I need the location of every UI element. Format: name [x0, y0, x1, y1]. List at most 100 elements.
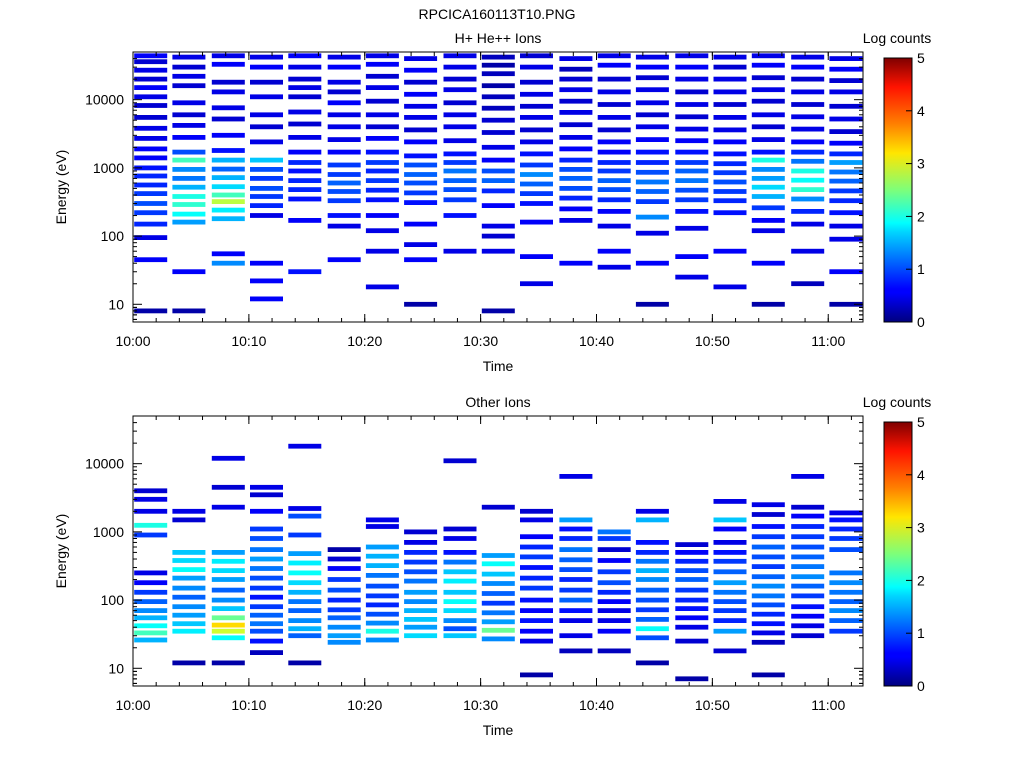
heatmap-cell: [134, 146, 168, 152]
heatmap-cell: [791, 149, 825, 155]
heatmap-cell: [250, 650, 283, 655]
heatmap-cell: [791, 604, 825, 610]
heatmap-cell: [829, 116, 863, 122]
heatmap-cell: [713, 248, 747, 254]
heatmap-cell: [751, 194, 785, 199]
heatmap-cell: [829, 618, 863, 623]
heatmap-cell: [713, 284, 747, 290]
heatmap-cell: [635, 597, 669, 603]
heatmap-cell: [751, 639, 785, 645]
heatmap-cell: [250, 260, 283, 266]
heatmap-cell: [365, 563, 399, 568]
heatmap-cell: [327, 223, 361, 229]
heatmap-cell: [597, 618, 631, 623]
heatmap-cell: [250, 628, 283, 634]
heatmap-cell: [211, 622, 245, 628]
heatmap-cell: [327, 624, 361, 630]
heatmap-cell: [211, 628, 245, 634]
heatmap-cell: [559, 547, 593, 552]
heatmap-cell: [250, 167, 283, 172]
heatmap-cell: [288, 85, 322, 90]
heatmap-cell: [134, 136, 168, 141]
heatmap-cell: [675, 577, 709, 582]
heatmap-cell: [134, 508, 168, 514]
heatmap-cell: [365, 284, 399, 290]
heatmap-cell: [250, 621, 283, 627]
colorbar-tick-label: 1: [917, 261, 925, 277]
heatmap-cell: [751, 218, 785, 223]
heatmap-cell: [751, 75, 785, 81]
heatmap-cell: [172, 112, 206, 118]
heatmap-cell: [443, 112, 477, 118]
heatmap-cell: [520, 638, 553, 644]
heatmap-cell: [250, 124, 283, 130]
heatmap-cell: [481, 571, 515, 577]
heatmap-cell: [675, 178, 709, 183]
heatmap-cell: [520, 597, 553, 603]
heatmap-cell: [751, 621, 785, 627]
heatmap-cell: [443, 626, 477, 632]
heatmap-cell: [791, 209, 825, 214]
heatmap-cell: [520, 91, 553, 97]
heatmap-cell: [443, 526, 477, 532]
heatmap-cell: [481, 553, 515, 558]
heatmap-cell: [713, 127, 747, 133]
heatmap-cell: [675, 187, 709, 193]
heatmap-cell: [443, 599, 477, 604]
x-tick-label: 10:00: [115, 697, 150, 713]
heatmap-cell: [404, 200, 438, 205]
heatmap-cell: [751, 228, 785, 234]
heatmap-cell: [172, 100, 206, 106]
heatmap-cell: [635, 540, 669, 545]
heatmap-cell: [635, 635, 669, 641]
heatmap-cell: [481, 627, 515, 633]
heatmap-cell: [172, 604, 206, 610]
heatmap-cell: [211, 577, 245, 582]
heatmap-cell: [365, 112, 399, 118]
colorbar-tick-label: 3: [917, 520, 925, 536]
heatmap-cell: [597, 209, 631, 214]
heatmap-cell: [751, 301, 785, 307]
heatmap-cell: [829, 589, 863, 595]
y-axis-label: Energy (eV): [53, 150, 69, 225]
heatmap-cell: [829, 570, 863, 576]
heatmap-cell: [443, 578, 477, 584]
heatmap-cell: [635, 617, 669, 622]
heatmap-cell: [481, 130, 515, 135]
heatmap-cell: [134, 308, 168, 314]
heatmap-cell: [635, 160, 669, 165]
heatmap-cell: [211, 606, 245, 611]
heatmap-cell: [751, 62, 785, 68]
heatmap-cell: [675, 225, 709, 231]
heatmap-cell: [327, 189, 361, 194]
colorbar-tick-label: 5: [917, 414, 925, 430]
heatmap-cell: [327, 64, 361, 70]
heatmap-cell: [250, 547, 283, 552]
heatmap-cell: [250, 612, 283, 618]
heatmap-cell: [559, 146, 593, 152]
y-tick-label: 100: [101, 592, 125, 608]
heatmap-cell: [288, 53, 322, 59]
heatmap-cell: [829, 188, 863, 194]
heatmap-cell: [365, 213, 399, 218]
heatmap-cell: [713, 540, 747, 545]
heatmap-cell: [288, 570, 322, 576]
heatmap-cell: [481, 504, 515, 510]
heatmap-cell: [404, 608, 438, 613]
heatmap-cell: [559, 98, 593, 104]
heatmap-cell: [211, 199, 245, 204]
heatmap-cell: [288, 218, 322, 223]
heatmap-cell: [404, 56, 438, 61]
heatmap-cell: [481, 308, 515, 314]
heatmap-cell: [443, 536, 477, 541]
heatmap-cell: [172, 517, 206, 523]
heatmap-cell: [172, 149, 206, 155]
heatmap-cells: [134, 53, 863, 314]
y-axis-label: Energy (eV): [53, 514, 69, 589]
heatmap-cell: [327, 615, 361, 621]
heatmap-cell: [713, 179, 747, 185]
heatmap-cell: [791, 281, 825, 287]
heatmap-cell: [520, 554, 553, 560]
heatmap-cell: [443, 124, 477, 130]
heatmap-cell: [713, 189, 747, 194]
